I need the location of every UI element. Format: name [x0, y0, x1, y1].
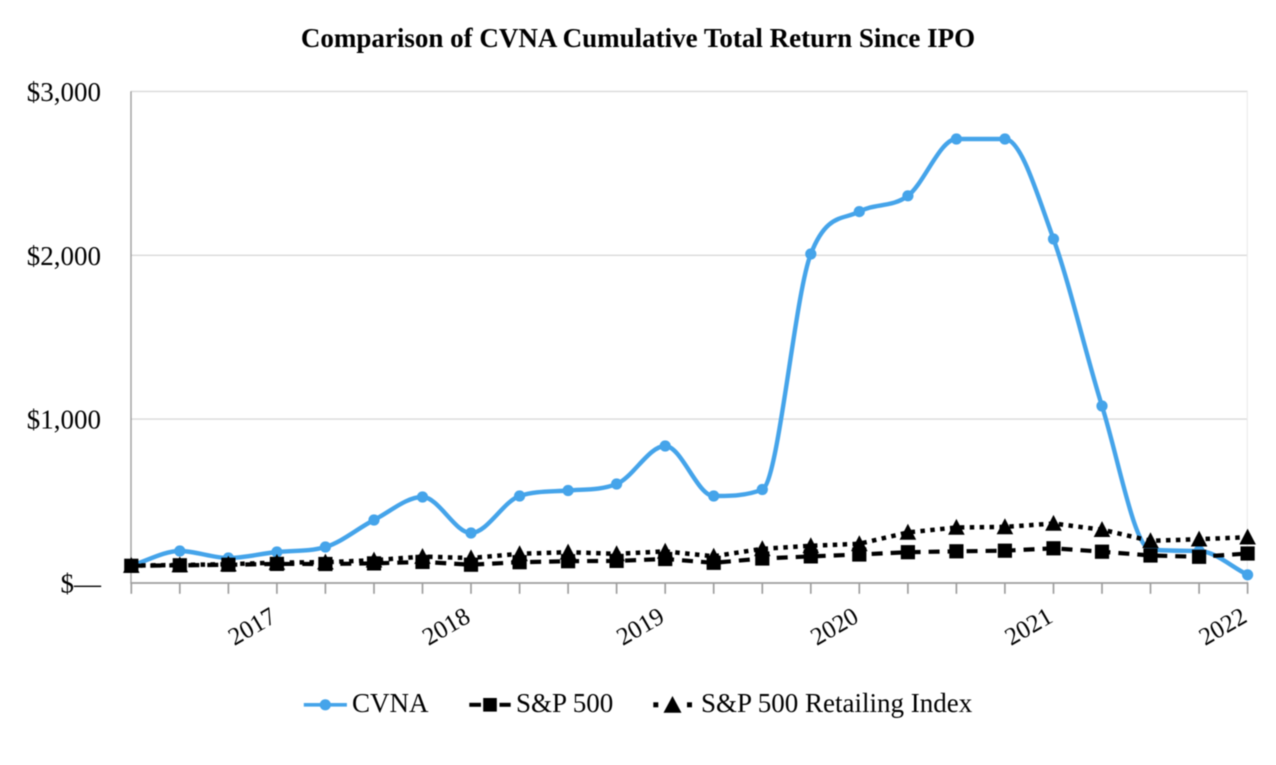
svg-text:S&P 500 Retailing Index: S&P 500 Retailing Index	[701, 688, 973, 718]
svg-text:CVNA: CVNA	[352, 688, 429, 718]
svg-text:S&P 500: S&P 500	[516, 688, 613, 718]
svg-text:Comparison of CVNA Cumulative: Comparison of CVNA Cumulative Total Retu…	[301, 23, 975, 53]
svg-text:$2,000: $2,000	[27, 241, 101, 271]
svg-text:$—: $—	[61, 569, 103, 599]
svg-text:$1,000: $1,000	[27, 405, 101, 435]
svg-text:$3,000: $3,000	[27, 77, 101, 107]
